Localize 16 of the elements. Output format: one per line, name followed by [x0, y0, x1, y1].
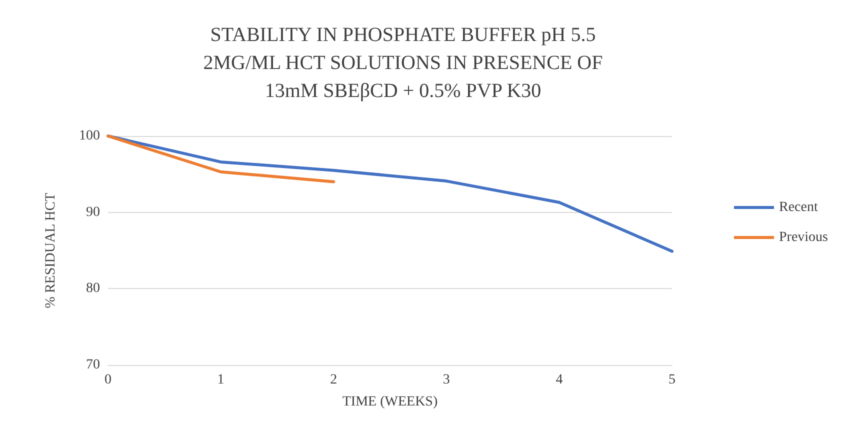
x-axis-title: TIME (WEEKS)	[342, 394, 438, 410]
line-series	[106, 134, 674, 253]
y-tick-label: 90	[86, 204, 100, 220]
x-tick-label: 5	[668, 372, 676, 388]
x-tick-label: 3	[442, 372, 450, 388]
x-tick-label: 4	[556, 372, 563, 388]
legend-label: Previous	[779, 230, 828, 245]
legend-label: Recent	[779, 200, 818, 215]
y-tick-label: 100	[79, 128, 100, 144]
y-tick-label: 80	[86, 281, 100, 296]
x-tick-label: 1	[217, 372, 224, 388]
x-tick-label: 0	[104, 372, 112, 388]
y-tick-label: 70	[86, 358, 100, 372]
y-axis-title: % RESIDUAL HCT	[44, 192, 58, 308]
x-tick-label: 2	[330, 372, 338, 388]
chart-title: STABILITY IN PHOSPHATE BUFFER pH 5.5 2MG/ML HCT SOLUTIONS IN PRESENCE OF 13mM SBEβCD + 0.5% PVP K30	[203, 24, 603, 102]
